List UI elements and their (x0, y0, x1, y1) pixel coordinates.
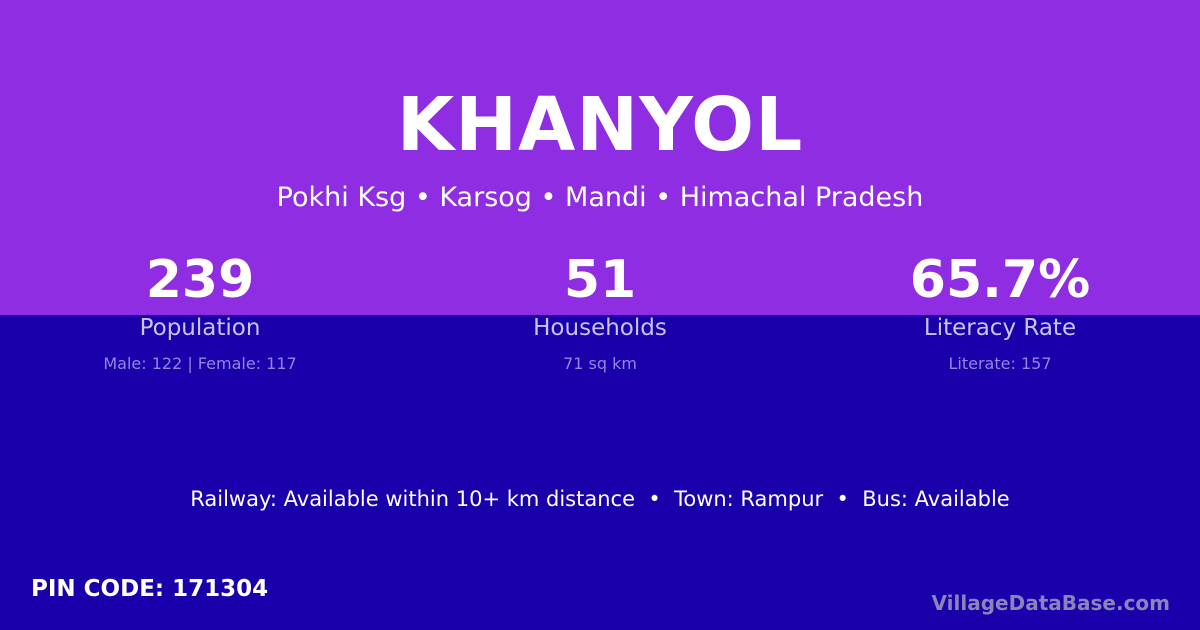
facilities-info: Railway: Available within 10+ km distanc… (190, 487, 1010, 511)
content-band (0, 315, 1200, 630)
stat-label: Literacy Rate (923, 315, 1077, 341)
location-breadcrumb: Pokhi Ksg • Karsog • Mandi • Himachal Pr… (276, 182, 924, 213)
stat-detail: 71 sq km (563, 354, 637, 373)
stat-value: 239 (145, 250, 255, 310)
stat-detail: Literate: 157 (948, 354, 1052, 373)
pin-code: PIN CODE: 171304 (31, 576, 269, 602)
village-name: KHANYOL (396, 82, 804, 168)
stat-value: 65.7% (909, 250, 1091, 310)
stat-detail: Male: 122 | Female: 117 (103, 354, 297, 373)
brand-watermark: VillageDataBase.com (931, 591, 1170, 615)
header-band (0, 0, 1200, 315)
stat-value: 51 (563, 250, 637, 310)
stat-label: Households (533, 315, 667, 341)
stat-label: Population (139, 315, 261, 341)
